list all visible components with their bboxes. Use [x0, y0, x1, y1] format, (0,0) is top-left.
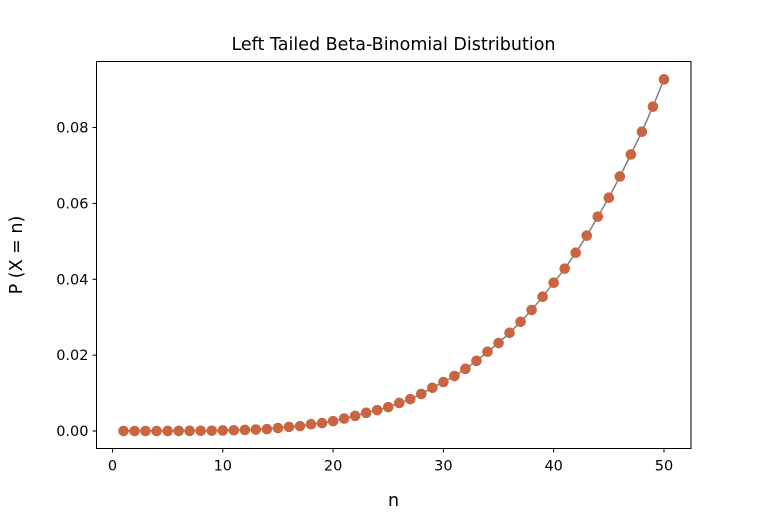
data-point — [548, 277, 559, 288]
series-markers — [118, 74, 670, 437]
data-point — [316, 417, 328, 429]
x-tick-label: 30 — [434, 459, 452, 475]
data-point — [140, 425, 151, 437]
y-tick-label: 0.04 — [56, 272, 88, 288]
data-point — [228, 424, 240, 436]
data-point — [151, 425, 162, 437]
data-point — [570, 247, 582, 259]
data-point — [129, 425, 140, 437]
plot-frame — [96, 61, 692, 449]
data-point — [382, 401, 394, 413]
data-point — [438, 376, 449, 388]
data-point — [658, 74, 670, 85]
data-point — [504, 327, 515, 339]
y-tick-label: 0.00 — [56, 424, 88, 440]
data-point — [515, 316, 526, 328]
data-point — [272, 422, 284, 434]
data-point — [283, 421, 295, 433]
data-point — [217, 425, 229, 436]
x-tick-label: 0 — [108, 459, 117, 475]
data-point — [471, 355, 482, 367]
y-tick-label: 0.02 — [56, 348, 88, 364]
data-point — [625, 149, 637, 160]
data-point — [327, 415, 339, 427]
y-tick-label: 0.06 — [56, 196, 88, 212]
x-tick-label: 20 — [324, 459, 342, 475]
data-point — [173, 425, 184, 437]
x-axis: 0 10 20 30 40 50 — [108, 448, 673, 475]
data-point — [460, 363, 471, 375]
x-axis-label: n — [388, 491, 399, 511]
data-point — [206, 425, 218, 436]
data-point — [526, 304, 537, 316]
data-point — [118, 425, 129, 437]
y-tick-label: 0.08 — [56, 121, 88, 137]
data-point — [371, 404, 383, 416]
chart-title: Left Tailed Beta-Binomial Distribution — [231, 35, 555, 55]
data-point — [404, 393, 416, 405]
data-point — [360, 407, 372, 419]
data-point — [261, 423, 273, 435]
data-point — [603, 192, 615, 204]
data-point — [493, 337, 504, 349]
data-point — [427, 382, 438, 394]
data-point — [250, 424, 262, 435]
data-point — [537, 291, 548, 303]
data-point — [614, 171, 626, 182]
series-line — [123, 79, 665, 432]
data-point — [195, 425, 207, 437]
data-point — [184, 425, 196, 437]
data-point — [581, 230, 593, 241]
data-point — [559, 263, 571, 274]
x-tick-label: 10 — [214, 459, 232, 475]
data-point — [338, 413, 350, 424]
data-point — [239, 424, 251, 436]
y-axis-label: P (X = n) — [7, 216, 27, 295]
data-point — [592, 211, 604, 222]
data-point — [349, 410, 361, 422]
data-point — [294, 420, 306, 432]
data-point — [162, 425, 173, 437]
data-point — [449, 370, 460, 382]
data-point — [416, 388, 427, 400]
data-point — [482, 346, 493, 358]
data-point — [647, 101, 659, 112]
y-axis: 0.00 0.02 0.04 0.06 0.08 — [56, 121, 97, 440]
x-tick-label: 50 — [655, 459, 673, 475]
data-point — [636, 126, 648, 137]
data-point — [305, 418, 317, 430]
x-tick-label: 40 — [544, 459, 562, 475]
data-point — [393, 397, 405, 409]
